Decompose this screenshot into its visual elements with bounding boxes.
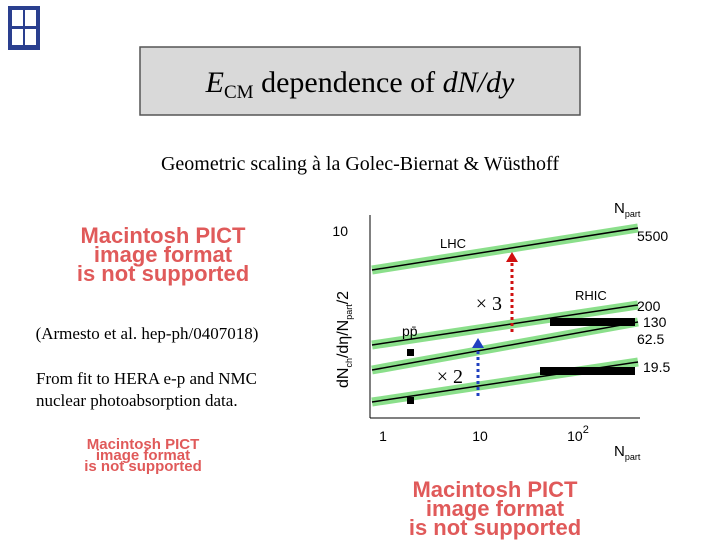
- y-axis-title: dNch/dη/Npart/2: [335, 291, 354, 388]
- title-part: dN/dy: [443, 66, 515, 99]
- description: nuclear photoabsorption data.: [36, 391, 238, 410]
- title-part: /dη/N: [335, 320, 352, 358]
- title-part: E: [205, 66, 224, 99]
- energy-label: 130: [643, 314, 667, 330]
- tick-exp: 2: [583, 424, 589, 436]
- placeholder-line: image format: [426, 496, 565, 521]
- tick-label: 102: [567, 424, 589, 444]
- placeholder-line: image format: [94, 242, 233, 267]
- placeholder-line: Macintosh PICT: [87, 436, 200, 453]
- subtitle: Geometric scaling à la Golec-Biernat & W…: [161, 153, 559, 175]
- placeholder-line: image format: [96, 447, 190, 464]
- tick-base: 10: [567, 428, 583, 444]
- curve-label: RHIC: [575, 288, 607, 303]
- tick-label: 10: [472, 428, 488, 444]
- placeholder-line: Macintosh PICT: [80, 223, 246, 248]
- tick-label: 1: [379, 428, 387, 444]
- title-sub: part: [344, 304, 354, 320]
- title-sub: CM: [224, 82, 254, 103]
- title-sub: ch: [344, 358, 354, 368]
- placeholder: Macintosh PICT image format is not suppo…: [77, 223, 581, 540]
- title-part: dependence of: [254, 66, 443, 99]
- placeholder-line: is not supported: [77, 261, 249, 286]
- tick-label: 10: [332, 223, 348, 239]
- description: From fit to HERA e-p and NMC: [36, 369, 257, 388]
- title-box: [139, 46, 581, 116]
- title-part: /2: [335, 291, 352, 304]
- citation: (Armesto et al. hep-ph/0407018): [36, 324, 259, 343]
- axis-title: Npart: [614, 200, 641, 219]
- placeholder-line: is not supported: [84, 458, 202, 475]
- slide-title: ECM dependence of dN/dy: [205, 66, 515, 103]
- energy-label: 5500: [637, 228, 668, 244]
- plot: × 3 × 2 10 1 10 102 Npart Npart dNch/dη/…: [332, 200, 670, 462]
- title-part: N: [614, 200, 625, 217]
- factor: × 2: [437, 366, 463, 388]
- arrow-head: [472, 338, 484, 348]
- axis-title: Npart: [614, 443, 641, 462]
- factor: × 3: [476, 293, 502, 315]
- energy-label: 19.5: [643, 359, 670, 375]
- arrow-head: [506, 252, 518, 262]
- title-sub: part: [625, 209, 641, 219]
- title-part: dN: [335, 368, 352, 388]
- title-sub: part: [625, 452, 641, 462]
- curve-label: pp̄: [402, 323, 418, 339]
- logo: [8, 6, 40, 50]
- energy-label: 62.5: [637, 331, 664, 347]
- title-part: N: [614, 443, 625, 460]
- curve-label: LHC: [440, 236, 466, 251]
- placeholder-line: Macintosh PICT: [412, 477, 578, 502]
- bands: [371, 223, 639, 407]
- placeholder-line: is not supported: [409, 515, 581, 540]
- markers: [407, 318, 635, 404]
- energy-label: 200: [637, 298, 661, 314]
